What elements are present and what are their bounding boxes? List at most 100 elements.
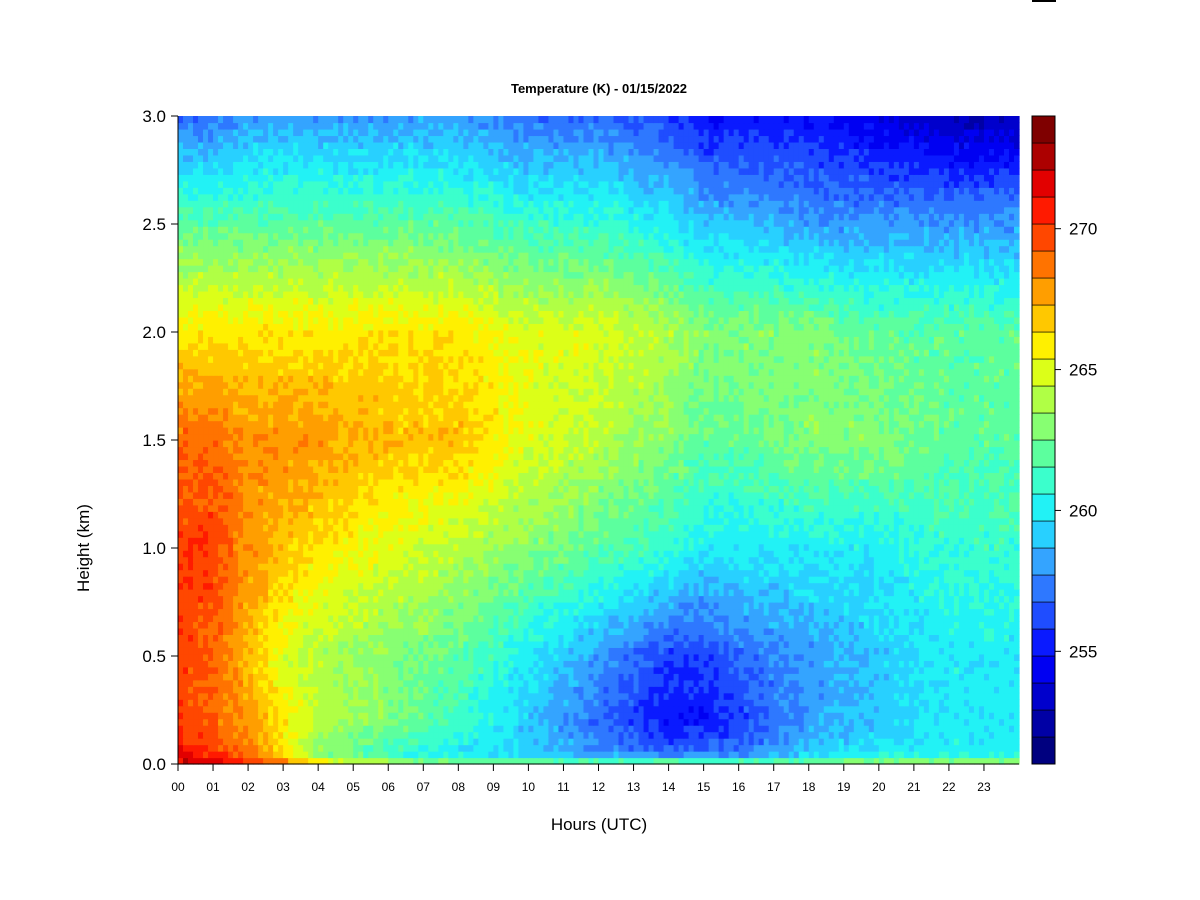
heatmap-cell (373, 614, 379, 623)
heatmap-cell (703, 660, 710, 668)
heatmap-cell (398, 751, 404, 759)
heatmap-cell (703, 686, 710, 694)
heatmap-cell (388, 595, 394, 603)
heatmap-cell (363, 576, 369, 584)
heatmap-cell (753, 582, 760, 590)
heatmap-cell (913, 731, 920, 739)
heatmap-cell (958, 576, 965, 584)
heatmap-cell (588, 725, 595, 733)
heatmap-cell (513, 679, 520, 687)
heatmap-cell (743, 718, 750, 726)
heatmap-cell (538, 705, 545, 713)
heatmap-cell (338, 686, 344, 694)
heatmap-cell (988, 614, 995, 623)
heatmap-cell (438, 757, 444, 765)
heatmap-cell (388, 627, 394, 635)
heatmap-cell (913, 699, 920, 707)
heatmap-cell (693, 718, 700, 726)
heatmap-cell (688, 595, 695, 603)
heatmap-cell (388, 634, 394, 642)
heatmap-cell (423, 757, 429, 765)
heatmap-cell (223, 647, 229, 655)
heatmap-cell (328, 686, 334, 694)
heatmap-cell (258, 673, 264, 681)
heatmap-cell (263, 589, 269, 597)
heatmap-cell (738, 673, 745, 681)
heatmap-cell (348, 744, 354, 752)
heatmap-cell (993, 699, 1000, 707)
heatmap-cell (453, 705, 459, 713)
heatmap-cell (608, 582, 615, 590)
heatmap-cell (638, 751, 645, 759)
heatmap-cell (678, 673, 685, 681)
heatmap-cell (538, 731, 545, 739)
heatmap-cell (553, 757, 560, 765)
heatmap-cell (893, 744, 900, 752)
heatmap-cell (653, 569, 660, 577)
heatmap-cell (373, 576, 379, 584)
heatmap-cell (273, 621, 279, 629)
heatmap-cell (753, 718, 760, 726)
heatmap-cell (213, 744, 219, 752)
heatmap-cell (883, 614, 890, 623)
heatmap-cell (578, 666, 585, 674)
heatmap-cell (273, 576, 279, 584)
heatmap-cell (548, 608, 555, 616)
heatmap-cell (753, 731, 760, 739)
heatmap-cell (233, 647, 239, 655)
heatmap-cell (1003, 647, 1010, 655)
heatmap-cell (188, 614, 194, 623)
heatmap-cell (998, 666, 1005, 674)
heatmap-cell (333, 602, 339, 610)
heatmap-cell (533, 692, 540, 700)
heatmap-cell (843, 718, 850, 726)
heatmap-cell (538, 595, 545, 603)
heatmap-cell (873, 738, 880, 746)
heatmap-cell (843, 595, 850, 603)
heatmap-cell (408, 738, 414, 746)
heatmap-cell (768, 686, 775, 694)
heatmap-cell (458, 718, 464, 726)
heatmap-cell (618, 627, 625, 635)
heatmap-cell (878, 608, 885, 616)
heatmap-cell (333, 640, 339, 648)
heatmap-cell (448, 569, 454, 577)
heatmap-cell (648, 621, 655, 629)
heatmap-cell (188, 679, 194, 687)
heatmap-cell (678, 751, 685, 759)
heatmap-cell (873, 686, 880, 694)
heatmap-cell (773, 673, 780, 681)
heatmap-cell (183, 757, 189, 765)
heatmap-cell (848, 614, 855, 623)
heatmap-cell (778, 666, 785, 674)
heatmap-cell (898, 640, 905, 648)
heatmap-cell (938, 621, 945, 629)
heatmap-cell (878, 647, 885, 655)
heatmap-cell (293, 640, 299, 648)
heatmap-cell (788, 614, 795, 623)
heatmap-cell (498, 640, 504, 648)
heatmap-cell (428, 627, 434, 635)
heatmap-cell (698, 653, 705, 661)
heatmap-cell (668, 751, 675, 759)
heatmap-cell (378, 686, 384, 694)
heatmap-cell (253, 614, 259, 623)
heatmap-cell (333, 731, 339, 739)
heatmap-cell (798, 757, 805, 765)
heatmap-cell (263, 569, 269, 577)
heatmap-cell (958, 595, 965, 603)
heatmap-cell (808, 653, 815, 661)
heatmap-cell (748, 653, 755, 661)
heatmap-cell (368, 673, 374, 681)
heatmap-cell (858, 608, 865, 616)
heatmap-cell (838, 647, 845, 655)
heatmap-cell (578, 692, 585, 700)
heatmap-cell (323, 595, 329, 603)
heatmap-cell (973, 640, 980, 648)
heatmap-cell (328, 589, 334, 597)
heatmap-cell (843, 621, 850, 629)
heatmap-cell (758, 569, 765, 577)
heatmap-cell (483, 621, 489, 629)
heatmap-cell (663, 569, 670, 577)
heatmap-cell (888, 660, 895, 668)
